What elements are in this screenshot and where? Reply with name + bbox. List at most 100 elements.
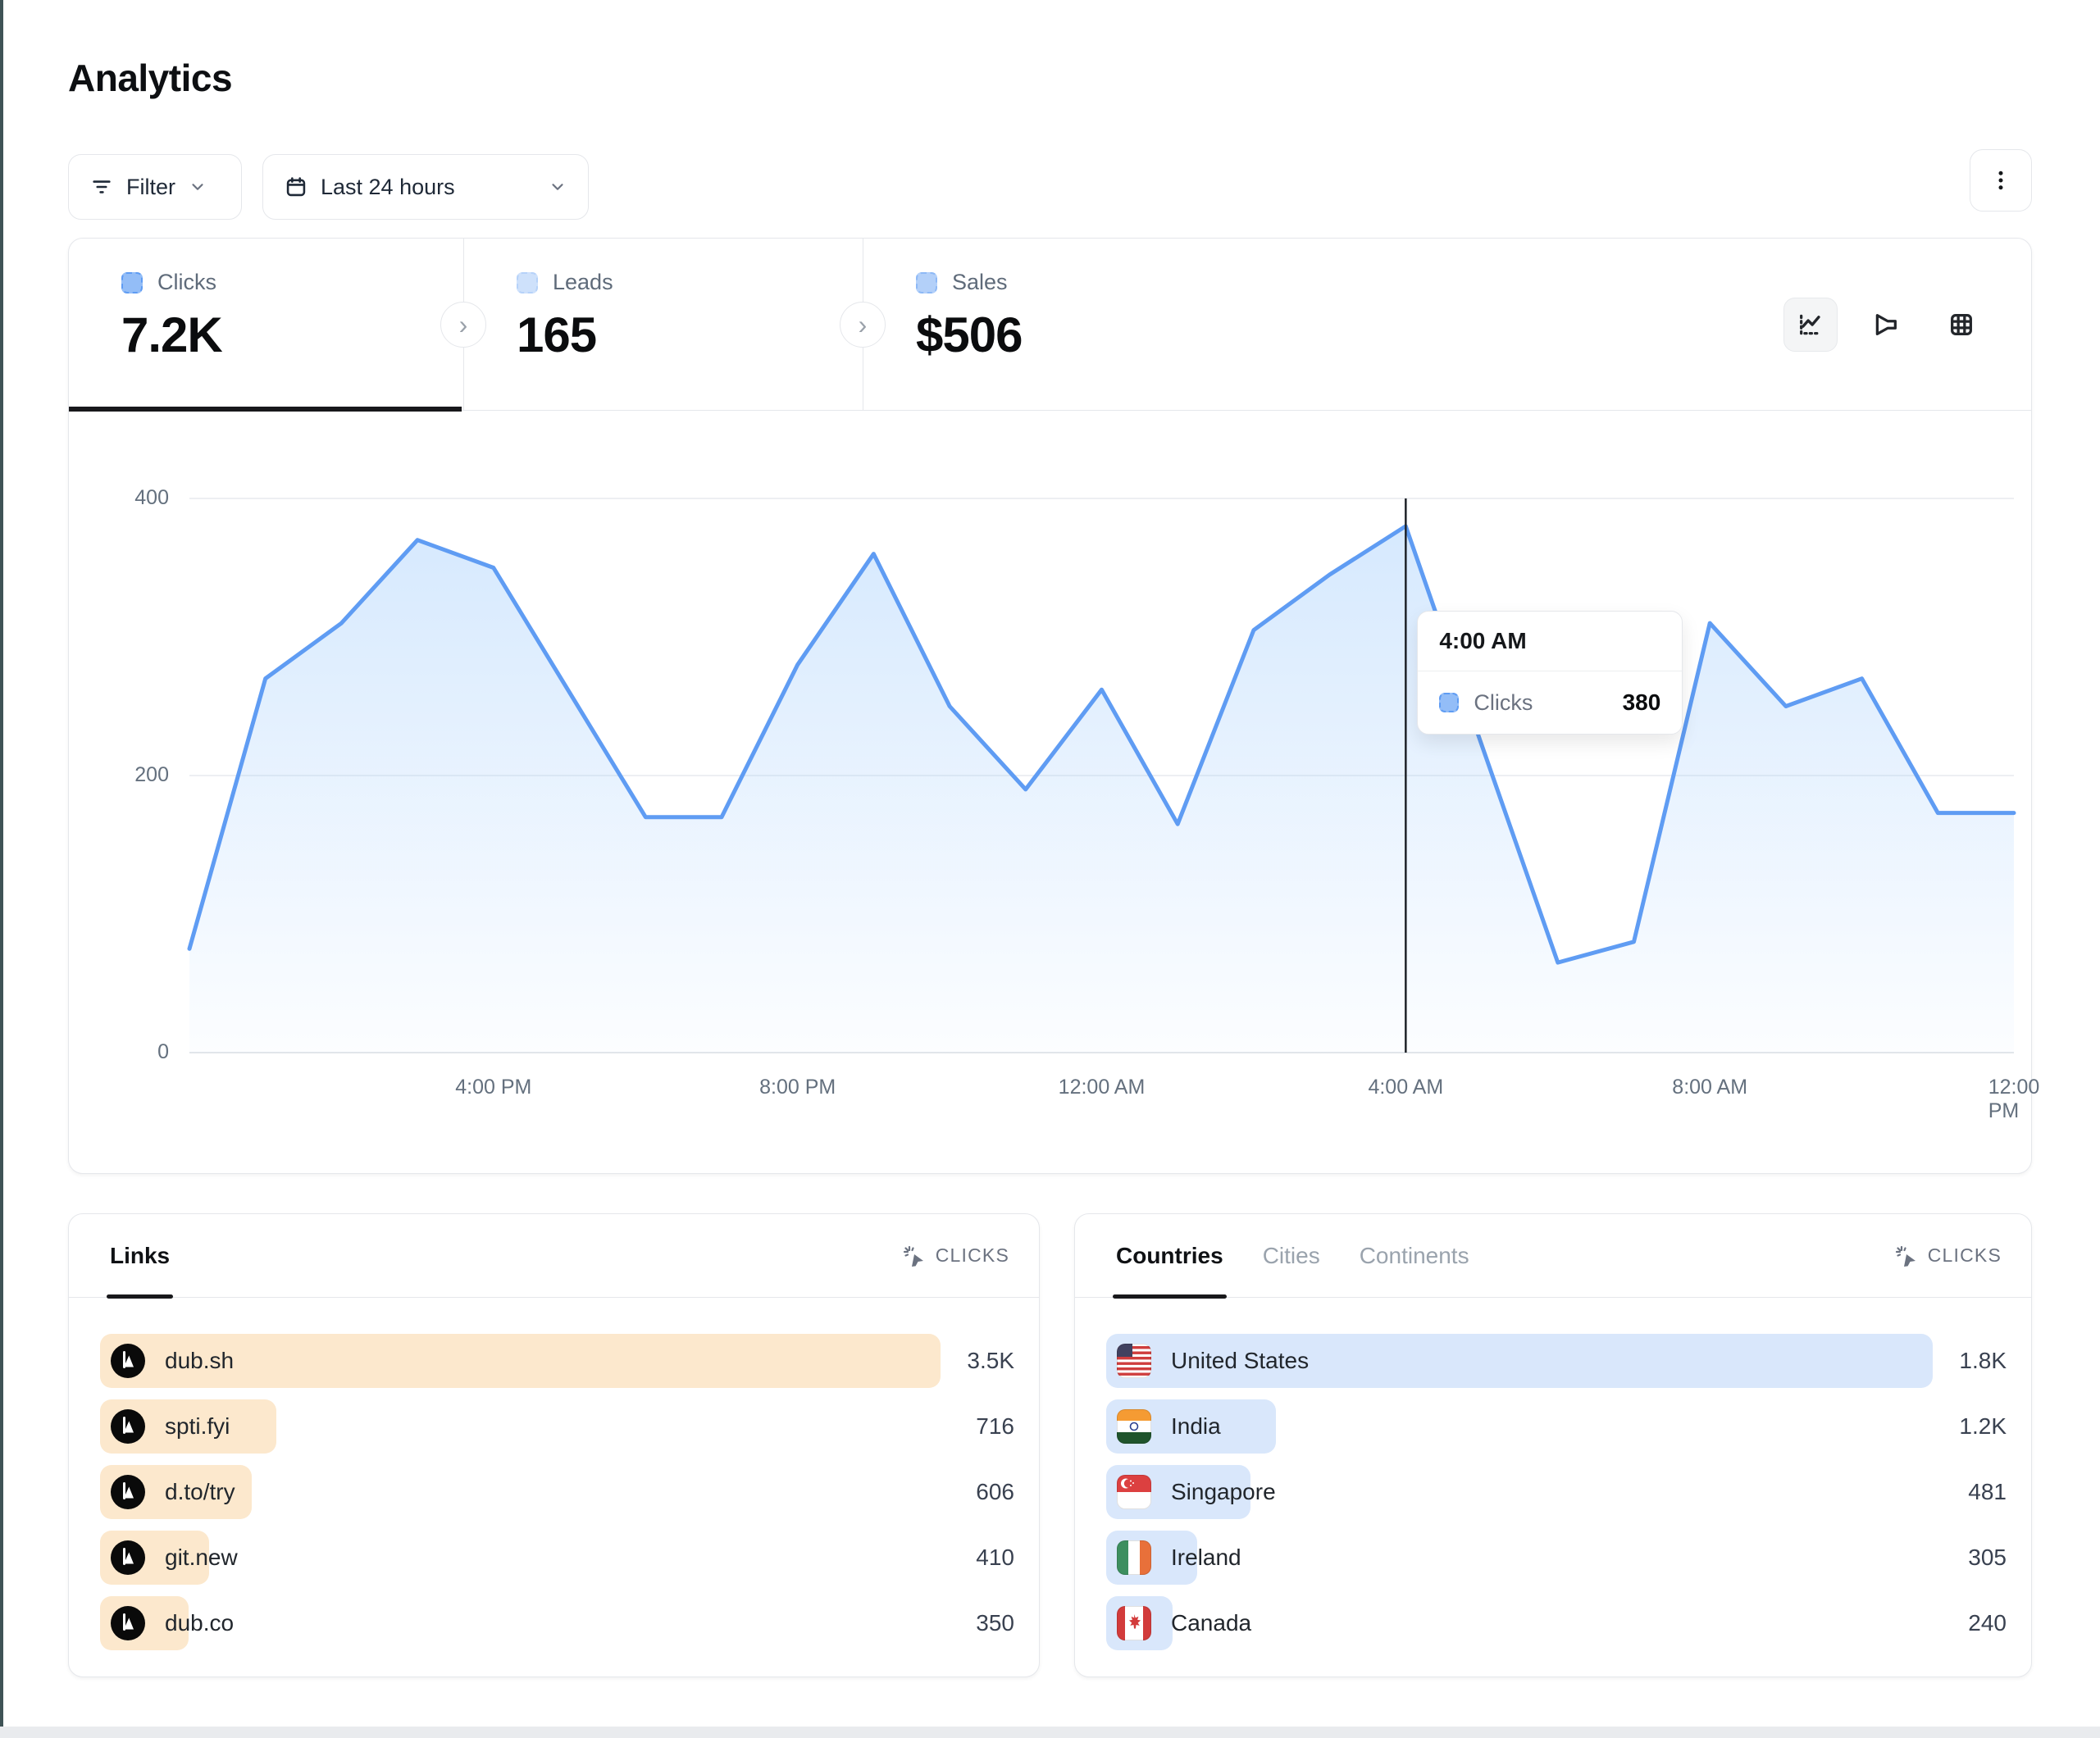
kebab-menu-icon (1998, 171, 2003, 190)
dub-logo-icon (111, 1475, 145, 1509)
row-label: d.to/try (165, 1479, 235, 1504)
chart-plot-area (187, 498, 2016, 1053)
value-bar (100, 1334, 941, 1388)
date-range-button[interactable]: Last 24 hours (262, 154, 589, 220)
country-row[interactable]: Ireland 305 (1106, 1531, 2007, 1585)
link-row[interactable]: d.to/try 606 (100, 1465, 1014, 1519)
tooltip-series-chip (1439, 693, 1460, 712)
row-value: 1.8K (1959, 1348, 2007, 1373)
y-tick-label: 0 (157, 1040, 169, 1063)
country-row[interactable]: Singapore 481 (1106, 1465, 2007, 1519)
country-row[interactable]: India 1.2K (1106, 1399, 2007, 1454)
clicks-chart[interactable]: 0 200 400 4:00 PM 8:00 PM 12:00 AM 4:00 AM 8:0… (69, 411, 2039, 1173)
row-value: 606 (976, 1479, 1014, 1504)
tab-countries[interactable]: Countries (1113, 1214, 1227, 1299)
leads-series-chip (517, 271, 538, 293)
table-view-button[interactable] (1934, 298, 1988, 352)
row-label: United States (1171, 1348, 1310, 1373)
tooltip-value: 380 (1622, 689, 1661, 715)
link-row[interactable]: git.new 410 (100, 1531, 1014, 1585)
row-label: Canada (1171, 1610, 1252, 1636)
cursor-click-icon (1895, 1245, 1916, 1267)
countries-metric-selector[interactable]: CLICKS (1893, 1244, 2002, 1268)
tooltip-time: 4:00 AM (1418, 612, 1683, 671)
links-metric-selector[interactable]: CLICKS (901, 1244, 1009, 1268)
x-tick-label: 8:00 PM (759, 1076, 836, 1099)
chart-tooltip: 4:00 AM Clicks 380 (1417, 611, 1683, 735)
countries-metric-label: CLICKS (1927, 1244, 2002, 1266)
chevron-down-icon (552, 184, 563, 190)
sales-value: $506 (916, 307, 1023, 362)
funnel-icon (1875, 314, 1897, 335)
cursor-click-icon (903, 1245, 923, 1267)
chart-view-switcher (1783, 298, 1988, 352)
link-row[interactable]: spti.fyi 716 (100, 1399, 1014, 1454)
tab-links[interactable]: Links (106, 1214, 174, 1299)
sales-series-chip (916, 271, 937, 293)
links-metric-label: CLICKS (935, 1244, 1009, 1266)
flag-sg-icon (1117, 1475, 1151, 1509)
country-row[interactable]: Canada 240 (1106, 1596, 2007, 1650)
tab-leads[interactable]: Leads 165 (463, 239, 863, 411)
country-row[interactable]: United States 1.8K (1106, 1334, 2007, 1388)
row-label: Singapore (1171, 1479, 1276, 1504)
expand-sales-button[interactable]: › (840, 302, 886, 348)
clicks-line (187, 524, 2016, 965)
row-label: dub.co (165, 1610, 235, 1636)
tooltip-series-label: Clicks (1474, 689, 1533, 715)
row-label: Ireland (1171, 1545, 1241, 1570)
countries-list: United States 1.8K India 1.2K Singapore … (1075, 1298, 2031, 1650)
calendar-icon (286, 177, 306, 197)
line-chart-view-button[interactable] (1783, 298, 1838, 352)
y-tick-label: 200 (134, 763, 169, 786)
flag-ca-icon (1117, 1606, 1151, 1640)
row-value: 481 (1968, 1479, 2007, 1504)
chevron-down-icon (192, 184, 203, 190)
expand-leads-button[interactable]: › (440, 302, 486, 348)
bottom-edge-strip (0, 1727, 2100, 1738)
tab-cities[interactable]: Cities (1262, 1242, 1320, 1268)
row-value: 410 (976, 1545, 1014, 1570)
x-tick-label: 12:00 PM (1988, 1076, 2040, 1122)
filter-label: Filter (126, 174, 175, 199)
countries-panel-header: Countries Cities Continents CLICKS (1075, 1214, 2031, 1299)
area-fill (189, 525, 2014, 1053)
links-panel: Links CLICKS dub.sh 3.5K (68, 1213, 1040, 1677)
stats-tabs-row: Clicks 7.2K Leads 165 Sales $506 › › (69, 239, 2031, 412)
countries-panel: Countries Cities Continents CLICKS Unite… (1074, 1213, 2032, 1677)
dub-logo-icon (111, 1540, 145, 1575)
leads-value: 165 (517, 307, 597, 362)
clicks-value: 7.2K (121, 307, 223, 362)
funnel-view-button[interactable] (1859, 298, 1913, 352)
dub-logo-icon (111, 1606, 145, 1640)
row-label: spti.fyi (165, 1413, 230, 1439)
link-row[interactable]: dub.sh 3.5K (100, 1334, 1014, 1388)
stat-label: Clicks (157, 270, 216, 294)
x-tick-label: 12:00 AM (1058, 1076, 1146, 1099)
tab-sales[interactable]: Sales $506 (863, 239, 1256, 411)
row-label: dub.sh (165, 1348, 235, 1373)
row-value: 350 (976, 1610, 1014, 1636)
x-tick-label: 4:00 AM (1368, 1076, 1444, 1099)
filter-button[interactable]: Filter (68, 154, 242, 220)
grid-table-icon (1951, 314, 1972, 335)
flag-in-icon (1117, 1409, 1151, 1444)
line-chart-icon (1800, 314, 1821, 335)
links-list: dub.sh 3.5K spti.fyi 716 d.to/try 606 (69, 1298, 1039, 1650)
x-tick-label: 8:00 AM (1672, 1076, 1748, 1099)
x-tick-label: 4:00 PM (455, 1076, 532, 1099)
row-label: India (1171, 1413, 1221, 1439)
dub-logo-icon (111, 1344, 145, 1378)
row-label: git.new (165, 1545, 238, 1570)
row-value: 240 (1968, 1610, 2007, 1636)
tab-continents[interactable]: Continents (1359, 1242, 1469, 1268)
filter-icon (93, 180, 111, 193)
row-value: 716 (976, 1413, 1014, 1439)
link-row[interactable]: dub.co 350 (100, 1596, 1014, 1650)
links-panel-header: Links CLICKS (69, 1214, 1039, 1299)
tab-clicks[interactable]: Clicks 7.2K (69, 239, 463, 412)
row-value: 3.5K (967, 1348, 1014, 1373)
more-options-button[interactable] (1970, 149, 2032, 212)
row-value: 1.2K (1959, 1413, 2007, 1439)
